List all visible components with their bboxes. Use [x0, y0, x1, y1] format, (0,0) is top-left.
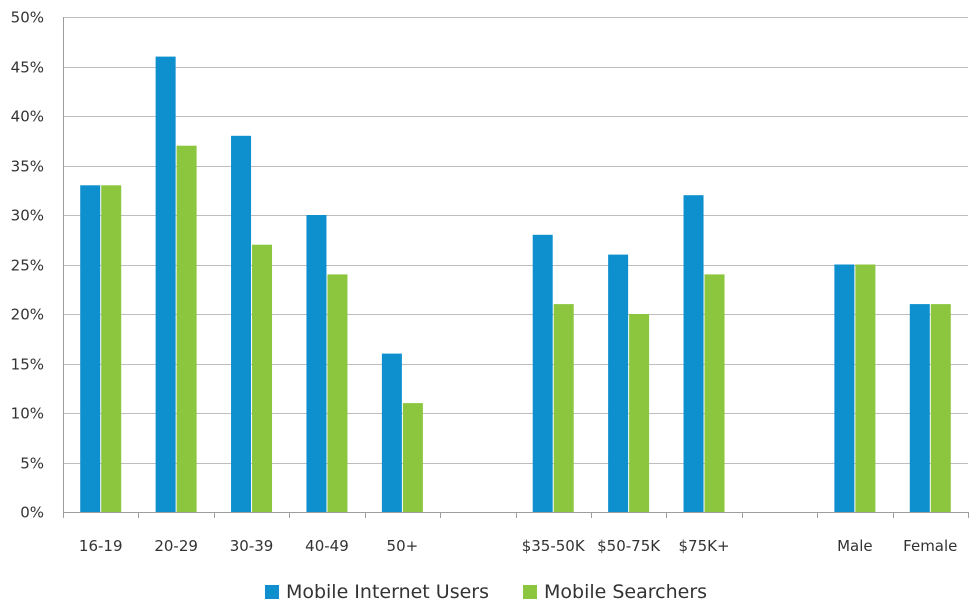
bar-mobile-internet-users	[381, 353, 402, 512]
legend-item-mobile-searchers: Mobile Searchers	[523, 581, 707, 603]
y-tick-label: 5%	[20, 455, 44, 473]
bar-mobile-internet-users	[683, 195, 704, 512]
y-tick-label: 0%	[20, 504, 44, 522]
bar-mobile-internet-users	[231, 135, 252, 513]
legend-label-mobile-internet-users: Mobile Internet Users	[285, 581, 489, 603]
x-tick-label: 16-19	[79, 537, 123, 555]
x-tick-label: 30-39	[230, 537, 274, 555]
bar-mobile-internet-users	[909, 304, 930, 512]
y-tick-label: 25%	[11, 257, 44, 275]
x-tick-label: 40-49	[305, 537, 349, 555]
bar-mobile-searchers	[327, 274, 348, 512]
y-tick-label: 40%	[11, 108, 44, 126]
legend-swatch-mobile-searchers	[523, 585, 537, 599]
x-tick-label: 20-29	[154, 537, 198, 555]
y-tick-label: 15%	[11, 356, 44, 374]
y-tick-label: 45%	[11, 59, 44, 77]
x-tick-label: 50+	[387, 537, 419, 555]
bar-mobile-searchers	[252, 244, 273, 512]
y-tick-label: 35%	[11, 158, 44, 176]
bar-mobile-searchers	[855, 264, 876, 512]
y-tick-label: 10%	[11, 405, 44, 423]
bar-mobile-internet-users	[155, 56, 176, 512]
x-tick-label: Female	[903, 537, 957, 555]
bar-mobile-internet-users	[608, 254, 629, 512]
x-tick-label: $50-75K	[597, 537, 661, 555]
bar-mobile-searchers	[402, 403, 423, 512]
x-tick-label: $75K+	[679, 537, 730, 555]
bar-mobile-searchers	[176, 145, 197, 512]
bar-mobile-searchers	[629, 314, 650, 512]
bar-chart: 0% 5% 10% 15% 20% 25% 30% 35% 40% 45% 50% 16-19 20-2…	[11, 9, 969, 555]
x-tick-label: Male	[837, 537, 873, 555]
bar-mobile-internet-users	[834, 264, 855, 512]
bar-mobile-internet-users	[80, 185, 101, 513]
bar-mobile-searchers	[101, 185, 122, 513]
bar-mobile-searchers	[930, 304, 951, 512]
bar-mobile-searchers	[704, 274, 725, 512]
x-tick-label: $35-50K	[522, 537, 586, 555]
bar-mobile-internet-users	[306, 215, 327, 512]
y-tick-label: 20%	[11, 306, 44, 324]
legend-label-mobile-searchers: Mobile Searchers	[544, 581, 708, 603]
bar-mobile-searchers	[553, 304, 574, 512]
legend-swatch-mobile-internet-users	[264, 585, 279, 599]
y-tick-label: 30%	[11, 207, 44, 225]
legend-item-mobile-internet-users: Mobile Internet Users	[264, 581, 489, 603]
legend: Mobile Internet Users Mobile Searchers	[0, 577, 972, 607]
bar-mobile-internet-users	[532, 234, 553, 513]
y-tick-label: 50%	[11, 9, 44, 27]
